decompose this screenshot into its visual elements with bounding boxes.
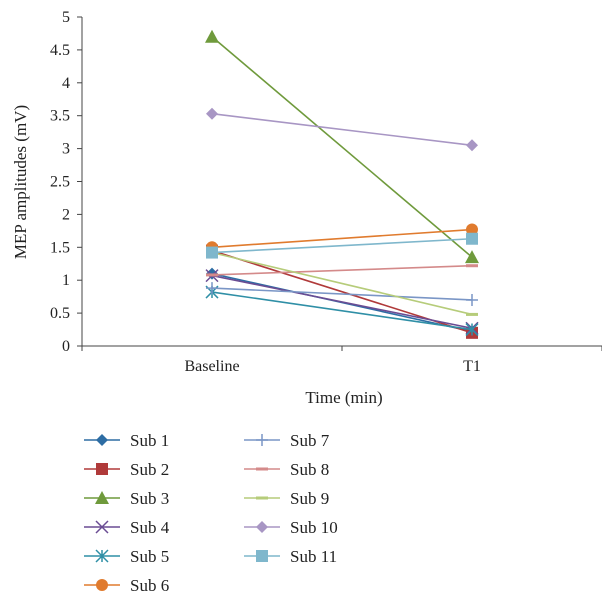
legend-label: Sub 9 xyxy=(290,489,329,508)
legend-item: Sub 7 xyxy=(244,431,330,450)
legend-marker xyxy=(96,463,108,475)
legend-item: Sub 1 xyxy=(84,431,169,450)
legend-marker xyxy=(95,491,109,504)
series-line xyxy=(211,264,473,276)
y-tick-label: 5 xyxy=(62,9,70,26)
legend-item: Sub 3 xyxy=(84,489,169,508)
legend-label: Sub 4 xyxy=(130,518,170,537)
legend-marker xyxy=(95,549,109,563)
data-point xyxy=(206,246,218,259)
series-7 xyxy=(206,282,478,306)
series-line xyxy=(211,237,473,254)
x-axis-title: Time (min) xyxy=(305,388,382,407)
legend: Sub 1 Sub 2 Sub 3 Sub 4 Sub 5 Sub 6 Sub 7 Sub 8… xyxy=(84,431,338,595)
series-3 xyxy=(205,29,479,264)
legend-item: Sub 10 xyxy=(244,518,338,537)
series-line xyxy=(211,112,473,147)
data-point xyxy=(465,323,479,337)
legend-label: Sub 3 xyxy=(130,489,169,508)
legend-marker xyxy=(96,434,108,446)
series-11 xyxy=(206,232,478,259)
data-point xyxy=(466,264,478,268)
series-8 xyxy=(206,264,478,277)
y-tick-label: 1.5 xyxy=(50,239,70,256)
series-line xyxy=(211,291,473,331)
legend-label: Sub 7 xyxy=(290,431,330,450)
series-line xyxy=(211,274,473,330)
series-9 xyxy=(206,251,478,316)
y-tick-label: 1 xyxy=(62,272,70,289)
legend-marker xyxy=(256,434,268,446)
data-point xyxy=(466,139,478,152)
legend-item: Sub 11 xyxy=(244,547,337,566)
legend-label: Sub 11 xyxy=(290,547,337,566)
legend-marker xyxy=(96,579,108,591)
y-tick-label: 4.5 xyxy=(50,42,70,59)
series-line xyxy=(211,228,473,249)
legend-item: Sub 9 xyxy=(244,489,329,508)
legend-label: Sub 10 xyxy=(290,518,338,537)
data-point xyxy=(466,223,478,236)
legend-item: Sub 8 xyxy=(244,460,329,479)
legend-label: Sub 6 xyxy=(130,576,169,595)
y-axis-title: MEP amplitudes (mV) xyxy=(11,105,30,259)
legend-item: Sub 4 xyxy=(84,518,170,537)
data-point xyxy=(206,273,218,277)
legend-marker xyxy=(256,496,268,500)
data-point xyxy=(205,29,219,43)
data-point xyxy=(206,107,218,120)
legend-label: Sub 8 xyxy=(290,460,329,479)
x-tick-label: T1 xyxy=(463,358,481,375)
y-tick-label: 2.5 xyxy=(50,174,70,191)
data-point xyxy=(466,232,478,245)
y-tick-label: 0.5 xyxy=(50,305,70,322)
series-line xyxy=(211,287,473,301)
legend-label: Sub 5 xyxy=(130,547,169,566)
series-line xyxy=(211,251,473,316)
y-tick-label: 2 xyxy=(62,206,70,223)
y-tick-label: 0 xyxy=(62,338,70,355)
legend-marker xyxy=(256,550,268,562)
y-tick-label: 3.5 xyxy=(50,108,70,125)
legend-marker xyxy=(95,520,109,534)
data-point xyxy=(465,250,479,264)
data-point xyxy=(466,312,478,316)
legend-marker xyxy=(256,467,268,471)
data-point xyxy=(206,282,218,295)
y-tick-label: 4 xyxy=(62,75,70,92)
data-point xyxy=(466,293,478,306)
legend-marker xyxy=(256,521,268,533)
legend-label: Sub 2 xyxy=(130,460,169,479)
legend-item: Sub 5 xyxy=(84,547,169,566)
series-10 xyxy=(206,107,478,152)
legend-item: Sub 2 xyxy=(84,460,169,479)
series-line xyxy=(211,36,473,258)
legend-label: Sub 1 xyxy=(130,431,169,450)
x-tick-label: Baseline xyxy=(184,358,239,375)
y-tick-label: 3 xyxy=(62,141,70,158)
plot-area: 0 0.5 1 1.5 2 2.5 3 3.5 4 4.5 5 Baseline T1 xyxy=(50,9,602,375)
legend-item: Sub 6 xyxy=(84,576,169,595)
